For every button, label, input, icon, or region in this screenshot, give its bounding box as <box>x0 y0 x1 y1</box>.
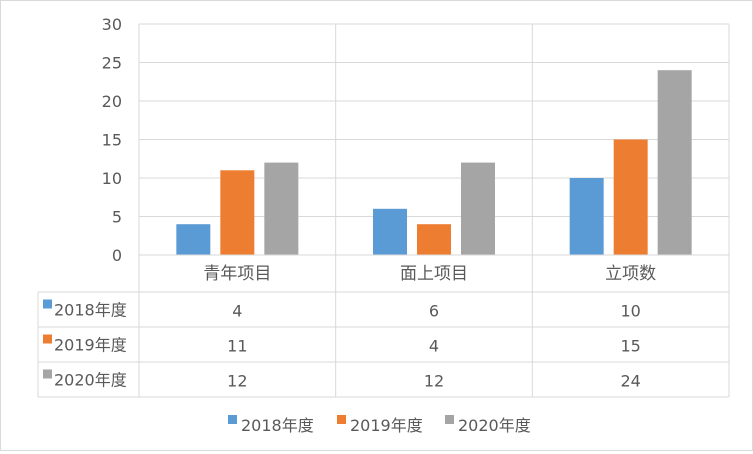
y-tick-label: 30 <box>102 15 122 34</box>
bar-2-1 <box>220 170 255 255</box>
table-cell-value: 4 <box>429 337 439 356</box>
y-tick-label: 10 <box>102 169 122 188</box>
table-series-label: 2020年度 <box>54 371 127 390</box>
legend-label: 2019年度 <box>350 416 423 435</box>
bar-1-2 <box>373 208 407 255</box>
table-cell-value: 4 <box>232 302 242 321</box>
legend-swatch <box>445 415 454 424</box>
table-cell-value: 6 <box>429 302 439 321</box>
legend-key-table <box>43 369 52 379</box>
table-cell-value: 12 <box>227 372 247 391</box>
bar-3-1 <box>264 162 299 255</box>
x-category-label: 青年项目 <box>203 264 271 284</box>
bar-2-3 <box>613 139 648 255</box>
legend-swatch <box>228 415 237 424</box>
table-series-label: 2019年度 <box>54 336 127 355</box>
x-category-label: 面上项目 <box>400 264 468 284</box>
table-cell-value: 24 <box>620 372 640 391</box>
table-cell-value: 15 <box>620 337 640 356</box>
bar-1-1 <box>176 224 211 255</box>
y-tick-label: 25 <box>102 54 122 73</box>
table-series-label: 2018年度 <box>54 301 127 320</box>
legend-label: 2018年度 <box>241 416 314 435</box>
table-cell-value: 10 <box>620 302 640 321</box>
legend-label: 2020年度 <box>458 416 531 435</box>
y-tick-label: 15 <box>102 131 122 150</box>
legend-key-table <box>43 299 52 309</box>
legend-swatch <box>337 415 346 424</box>
table-cell-value: 11 <box>227 337 247 356</box>
bar-3-3 <box>657 70 692 255</box>
x-category-label: 立项数 <box>605 264 656 284</box>
bar-2-2 <box>417 224 451 255</box>
bar-3-2 <box>461 162 495 255</box>
bar-1-3 <box>569 178 604 255</box>
y-tick-label: 5 <box>112 208 122 227</box>
y-tick-label: 20 <box>102 92 122 111</box>
legend-key-table <box>43 334 52 344</box>
table-cell-value: 12 <box>424 372 444 391</box>
y-tick-label: 0 <box>112 246 122 265</box>
